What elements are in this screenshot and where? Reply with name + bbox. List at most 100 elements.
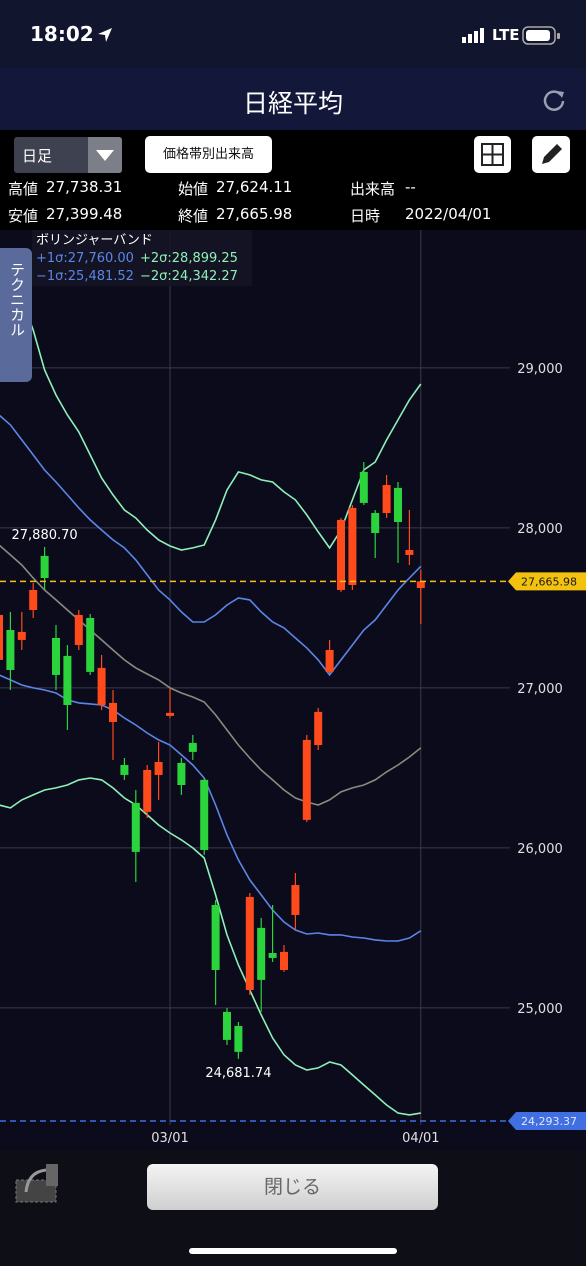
info-label: 日時 <box>350 207 381 225</box>
chart: 25,000 26,000 27,000 28,000 29,000 03/01 04/01… <box>0 230 586 1150</box>
grid <box>0 230 510 1125</box>
info-label: 安値 <box>8 207 39 225</box>
price-tag <box>508 572 586 591</box>
candle-body <box>359 471 368 503</box>
band-line <box>0 269 422 551</box>
legend-entry: +1σ:27,760.00 <box>36 251 134 266</box>
candle-body <box>371 513 380 534</box>
info-label: 出来高 <box>350 180 396 198</box>
candle-body <box>245 897 254 990</box>
candle-body <box>234 1025 243 1052</box>
low-label: 24,681.74 <box>205 1066 271 1081</box>
refresh-button[interactable] <box>540 86 568 114</box>
info-label: 高値 <box>8 180 39 198</box>
info-label: 終値 <box>178 207 209 225</box>
technical-tab-label: テクニカル <box>8 262 26 337</box>
nav-bar: 日経平均 <box>0 68 586 130</box>
candle-body <box>143 769 152 812</box>
info-value: 27,399.48 <box>46 205 123 223</box>
candle-body <box>154 761 163 775</box>
candle-body <box>131 802 140 852</box>
dropdown-arrow <box>88 137 122 173</box>
overlay: 25,000 26,000 27,000 28,000 29,000 03/01 04/01… <box>0 230 586 1146</box>
volume-profile-button[interactable]: 価格帯別出来高 <box>145 136 272 173</box>
candle-body <box>211 905 220 970</box>
candle-body <box>17 631 26 640</box>
grid-icon <box>481 143 504 166</box>
plot-area <box>0 269 425 1116</box>
y-tick-label: 25,000 <box>517 1002 563 1017</box>
candle-body <box>109 702 117 722</box>
candle-body <box>405 549 414 555</box>
price-tag <box>508 1111 586 1130</box>
y-tick-label: 29,000 <box>517 362 563 377</box>
candle-body <box>314 711 323 746</box>
period-select[interactable]: 日足 <box>14 137 122 173</box>
y-tick-label: 28,000 <box>517 522 563 537</box>
candle-body <box>120 765 129 775</box>
candle-body <box>166 712 174 716</box>
x-tick-label: 04/01 <box>402 1131 439 1146</box>
layout-button[interactable] <box>474 136 511 173</box>
candle-body <box>40 555 49 578</box>
legend-entry: −2σ:24,342.27 <box>140 269 238 284</box>
network-label: LTE <box>492 26 520 44</box>
price-tag-label: 24,293.37 <box>521 1115 577 1128</box>
candle-body <box>29 589 38 610</box>
signal-icon <box>462 28 484 43</box>
candle-body <box>6 629 15 670</box>
legend-title: ボリンジャーバンド <box>36 233 153 248</box>
pencil-icon <box>542 144 562 164</box>
candle-body <box>74 614 83 646</box>
location-icon <box>98 28 112 42</box>
candle-body <box>200 779 209 850</box>
status-bar: 18:02 LTE <box>0 0 586 68</box>
candle-body <box>86 617 95 672</box>
arrow-icon <box>96 150 114 161</box>
price-info: 高値 27,738.31 始値 27,624.11 出来高 -- 安値 27,399.48 終値… <box>0 176 586 230</box>
candle-body <box>188 742 197 752</box>
candle-body <box>280 951 288 970</box>
toolbar: 日足 価格帯別出来高 高値 27,738.31 始値 27,624.11 出来高 -- 安値… <box>0 130 586 230</box>
info-label: 始値 <box>178 180 209 198</box>
candle-body <box>257 927 266 980</box>
candle-body <box>291 885 300 915</box>
candle-body <box>63 655 72 706</box>
band-line <box>0 414 422 677</box>
battery-icon <box>522 26 560 45</box>
band-line <box>0 544 422 806</box>
price-tag-label: 27,665.98 <box>521 575 577 588</box>
info-value: 27,665.98 <box>216 205 293 223</box>
nav-title: 日経平均 <box>242 89 343 118</box>
candle-body <box>223 1011 231 1040</box>
clock: 18:02 <box>30 22 94 46</box>
info-value: 27,624.11 <box>216 178 293 196</box>
candle-body <box>0 614 3 660</box>
technical-tab[interactable]: テクニカル <box>0 248 32 382</box>
home-indicator <box>189 1248 397 1254</box>
candle-body <box>177 762 186 786</box>
info-value: 2022/04/01 <box>405 205 492 223</box>
legend-entry: −1σ:25,481.52 <box>36 269 134 284</box>
candle-body <box>337 519 345 590</box>
y-tick-label: 26,000 <box>517 842 563 857</box>
candle-body <box>302 739 311 820</box>
legend-entry: +2σ:28,899.25 <box>140 251 238 266</box>
candle-body <box>382 485 391 514</box>
draw-button[interactable] <box>532 136 570 173</box>
legend-background <box>32 230 252 286</box>
y-tick-label: 27,000 <box>517 682 563 697</box>
x-tick-label: 03/01 <box>151 1131 188 1146</box>
candle-body <box>97 667 106 706</box>
band-line <box>0 777 421 1116</box>
high-label: 27,880.70 <box>12 528 78 543</box>
candle-body <box>394 487 402 522</box>
share-icon[interactable] <box>12 1160 62 1206</box>
period-label: 日足 <box>22 147 53 165</box>
footer: 閉じる <box>0 1150 586 1266</box>
close-button[interactable]: 閉じる <box>147 1164 438 1210</box>
candle-body <box>268 953 277 958</box>
info-value: 27,738.31 <box>46 178 123 196</box>
candle-body <box>416 581 425 589</box>
